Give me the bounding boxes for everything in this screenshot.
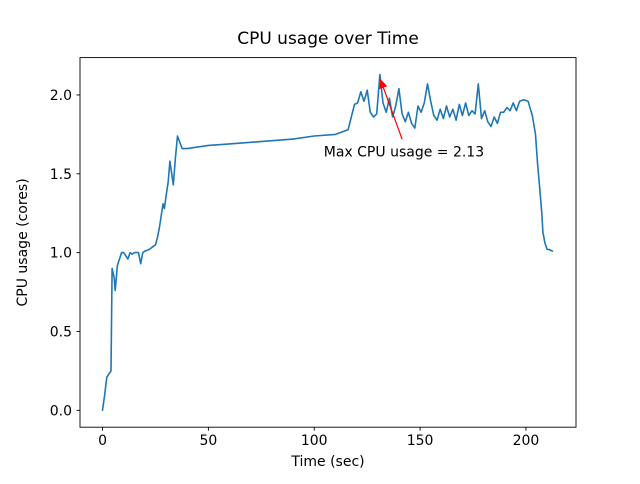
annotation-arrow (379, 78, 403, 140)
x-tick-label: 50 (199, 433, 217, 449)
x-axis-label: Time (sec) (290, 454, 364, 470)
cpu-usage-line (101, 73, 554, 412)
y-tick-label: 1.0 (50, 246, 72, 262)
max-annotation: Max CPU usage = 2.13 (324, 78, 484, 160)
x-tick-label: 0 (98, 433, 107, 449)
annotation-label: Max CPU usage = 2.13 (324, 144, 484, 160)
x-tick-label: 200 (513, 433, 540, 449)
x-tick-label: 100 (301, 433, 328, 449)
y-tick-label: 2.0 (50, 88, 72, 104)
y-axis-label: CPU usage (cores) (15, 178, 31, 306)
y-axis-ticks: 0.0 0.5 1.0 1.5 2.0 (50, 88, 80, 419)
x-axis-ticks: 0 50 100 150 200 (98, 427, 539, 449)
chart-title: CPU usage over Time (237, 29, 419, 49)
x-tick-label: 150 (407, 433, 434, 449)
y-tick-label: 0.0 (50, 403, 72, 419)
y-tick-label: 0.5 (50, 324, 72, 340)
y-tick-label: 1.5 (50, 167, 72, 183)
